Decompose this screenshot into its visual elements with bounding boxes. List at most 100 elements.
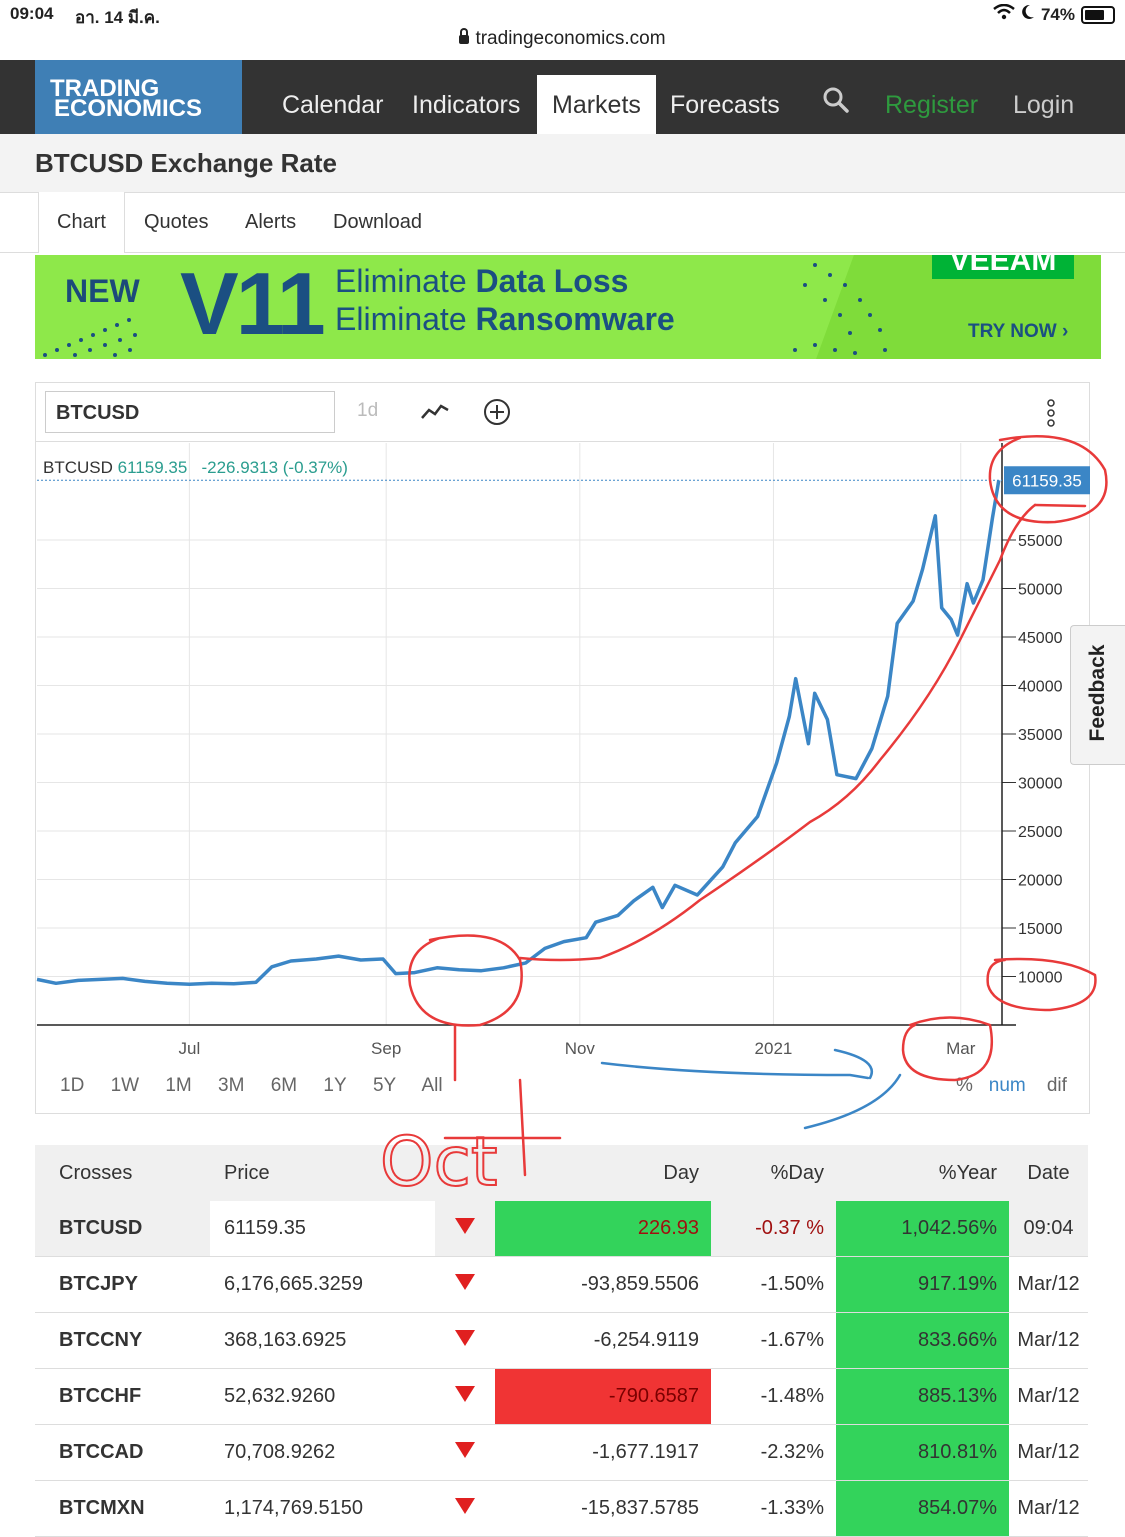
table-row[interactable]: BTCCNY 368,163.6925 -6,254.9119 -1.67% 833.6… (35, 1312, 1088, 1369)
ad-line-1a: Eliminate (335, 263, 476, 299)
cross-symbol[interactable]: BTCUSD (35, 1201, 210, 1257)
ad-try-now[interactable]: TRY NOW › (968, 321, 1069, 342)
annotation-circle-10000 (986, 957, 1097, 1012)
range-buttons: 1D 1W 1M 3M 6M 1Y 5Y All (60, 1075, 464, 1097)
cross-price: 61159.35 (210, 1201, 435, 1257)
annotation-circle-oct (408, 934, 523, 1027)
search-icon[interactable] (822, 86, 850, 119)
y-tick-label: 55000 (1018, 533, 1063, 550)
table-row[interactable]: BTCCHF 52,632.9260 -790.6587 -1.48% 885.13% M… (35, 1368, 1088, 1425)
ad-line-2a: Eliminate (335, 301, 476, 337)
logo-line-2: ECONOMICS (54, 95, 203, 122)
range-6m[interactable]: 6M (270, 1075, 298, 1096)
th-pyear[interactable]: %Year (836, 1145, 1009, 1201)
chart-panel (35, 382, 1090, 1114)
feedback-tab[interactable]: Feedback (1070, 625, 1125, 765)
cross-day-percent: -1.48% (711, 1368, 836, 1425)
ad-line-1: Eliminate Data Loss (335, 263, 628, 300)
range-1m[interactable]: 1M (165, 1075, 192, 1096)
x-tick-label: Jul (179, 1039, 201, 1058)
th-price[interactable]: Price (210, 1145, 435, 1201)
lock-icon (459, 28, 470, 44)
down-arrow-triangle (455, 1386, 475, 1402)
last-value-label: 61159.35 (1012, 471, 1082, 490)
symbol-input[interactable]: BTCUSD (45, 391, 335, 433)
battery-percent: 74% (1040, 4, 1075, 24)
cross-day-percent: -2.32% (711, 1424, 836, 1481)
status-bar: 09:04 อา. 14 มี.ค. 74% (0, 0, 1125, 30)
x-tick-label: Mar (946, 1039, 976, 1058)
cross-day-percent: -0.37 % (711, 1201, 836, 1257)
down-arrow-triangle (455, 1442, 475, 1458)
nav-forecasts[interactable]: Forecasts (670, 91, 780, 119)
down-arrow-icon (435, 1312, 495, 1369)
down-arrow-triangle (455, 1330, 475, 1346)
interval-selector[interactable]: 1d (357, 400, 379, 421)
tab-download[interactable]: Download (333, 211, 422, 233)
nav-calendar[interactable]: Calendar (282, 91, 384, 119)
ad-banner[interactable]: NEW V11 Eliminate Data Loss Eliminate Ra… (35, 255, 1101, 359)
annotation-trend-curve (518, 503, 1037, 962)
wifi-icon (993, 3, 1015, 25)
th-arrow (435, 1145, 495, 1201)
title-bar (0, 134, 1125, 193)
table-row[interactable]: BTCUSD 61159.35 226.93 -0.37 % 1,042.56% 09:0… (35, 1201, 1088, 1257)
nav-indicators[interactable]: Indicators (412, 91, 521, 119)
ad-dots-right (793, 263, 887, 355)
more-vert-icon[interactable] (1045, 398, 1057, 433)
range-1y[interactable]: 1Y (323, 1075, 347, 1096)
mode-buttons: % num dif (956, 1075, 1067, 1097)
table-row[interactable]: BTCCAD 70,708.9262 -1,677.1917 -2.32% 810.81… (35, 1424, 1088, 1481)
range-3m[interactable]: 3M (218, 1075, 245, 1096)
down-arrow-triangle (455, 1218, 475, 1234)
range-1d[interactable]: 1D (60, 1075, 85, 1096)
site-logo[interactable]: TRADING ECONOMICS (35, 60, 242, 134)
mode-num[interactable]: num (988, 1075, 1026, 1096)
down-arrow-icon (435, 1256, 495, 1313)
range-5y[interactable]: 5Y (372, 1075, 397, 1096)
tab-quotes[interactable]: Quotes (144, 211, 209, 233)
y-tick-label: 25000 (1018, 824, 1063, 841)
add-icon[interactable] (482, 397, 512, 432)
range-1w[interactable]: 1W (110, 1075, 140, 1096)
legend-symbol: BTCUSD (43, 458, 113, 477)
x-tick-label: Sep (371, 1039, 401, 1058)
th-pday[interactable]: %Day (711, 1145, 836, 1201)
url-bar[interactable]: tradingeconomics.com (0, 28, 1125, 60)
cross-symbol[interactable]: BTCCHF (35, 1368, 210, 1425)
table-header-row: Crosses Price Day %Day %Year Date (35, 1145, 1088, 1201)
tab-chart[interactable]: Chart (38, 192, 125, 253)
annotation-underline-price (1033, 503, 1087, 508)
y-tick-label: 45000 (1018, 630, 1063, 647)
cross-symbol[interactable]: BTCCAD (35, 1424, 210, 1481)
table-row[interactable]: BTCJPY 6,176,665.3259 -93,859.5506 -1.50% 91… (35, 1256, 1088, 1313)
cross-year-percent: 917.19% (836, 1256, 1009, 1313)
battery-icon (1081, 5, 1115, 24)
cross-symbol[interactable]: BTCCNY (35, 1312, 210, 1369)
ad-brand-logo: VEEAM (932, 255, 1074, 279)
range-all[interactable]: All (421, 1075, 443, 1096)
cross-date: Mar/12 (1009, 1424, 1088, 1481)
annotation-circle-price (988, 435, 1108, 524)
th-day[interactable]: Day (495, 1145, 711, 1201)
cross-symbol[interactable]: BTCJPY (35, 1256, 210, 1313)
price-chart[interactable]: 10000 15000 20000 25000 30000 35000 40000 45000… (0, 0, 1125, 1500)
th-date[interactable]: Date (1009, 1145, 1088, 1201)
status-right: 74% (993, 3, 1115, 25)
tab-alerts[interactable]: Alerts (245, 211, 297, 233)
ad-line-2b: Ransomware (475, 301, 675, 337)
legend-price: 61159.35 (117, 458, 188, 477)
x-tick-label: Nov (565, 1039, 596, 1058)
nav-register[interactable]: Register (885, 91, 979, 119)
annotation-plus-v (518, 1078, 527, 1177)
cross-date: Mar/12 (1009, 1256, 1088, 1313)
nav-login[interactable]: Login (1013, 91, 1075, 119)
cross-year-percent: 833.66% (836, 1312, 1009, 1369)
moon-icon (1021, 4, 1035, 25)
cross-year-percent: 1,042.56% (836, 1201, 1009, 1257)
th-crosses[interactable]: Crosses (35, 1145, 210, 1201)
tab-strip (0, 192, 1125, 253)
mode-dif[interactable]: dif (1046, 1075, 1067, 1096)
line-chart-icon[interactable] (420, 398, 450, 429)
nav-markets[interactable]: Markets (537, 75, 656, 134)
